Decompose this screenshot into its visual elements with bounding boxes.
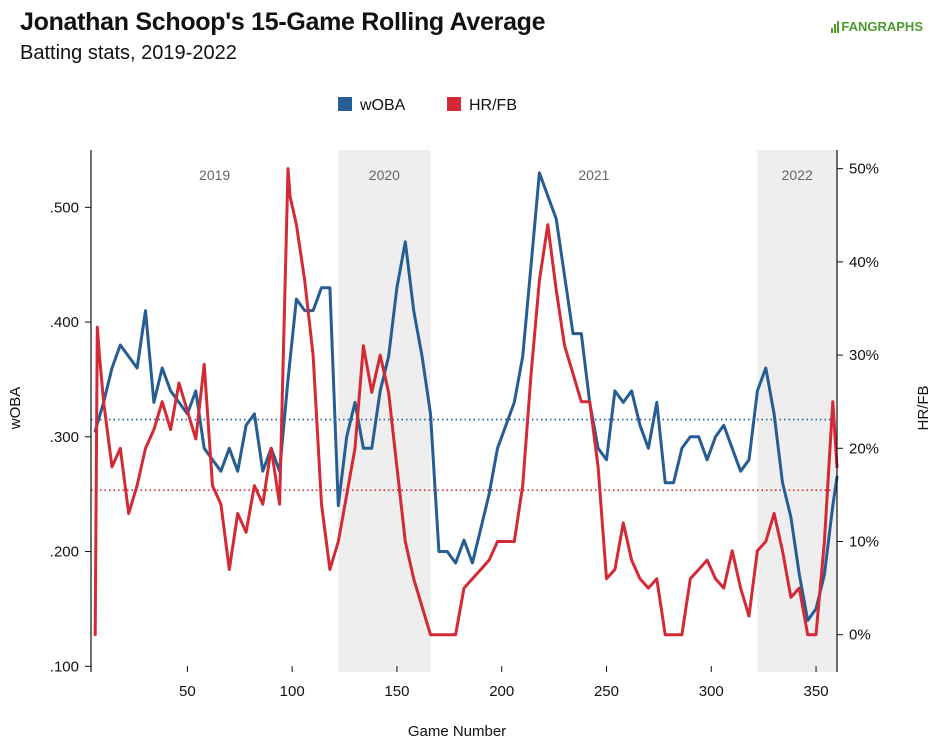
season-shading — [338, 150, 837, 672]
x-axis-ticks: 50 100 150 200 250 300 350 — [179, 666, 829, 700]
season-label-2020: 2020 — [369, 167, 400, 183]
right-tick-label: 50% — [849, 161, 879, 178]
right-tick-label: 0% — [849, 627, 871, 644]
x-axis-title: Game Number — [408, 723, 506, 740]
season-band-2022 — [757, 150, 837, 672]
left-tick-label: .100 — [50, 658, 79, 675]
right-axis-title: HR/FB — [915, 386, 932, 431]
right-tick-label: 20% — [849, 440, 879, 457]
league-average-lines — [91, 418, 837, 492]
legend-label-woba: wOBA — [359, 97, 406, 114]
left-axis-ticks: .100 .200 .300 .400 .500 — [50, 199, 91, 675]
chart-title: Jonathan Schoop's 15-Game Rolling Averag… — [20, 8, 546, 36]
season-label-2021: 2021 — [578, 167, 609, 183]
legend: wOBA HR/FB — [338, 97, 517, 114]
right-tick-label: 30% — [849, 347, 879, 364]
x-tick-label: 100 — [280, 683, 305, 700]
legend-label-hrfb: HR/FB — [469, 97, 517, 114]
right-tick-label: 40% — [849, 254, 879, 271]
left-tick-label: .300 — [50, 429, 79, 446]
x-tick-label: 50 — [179, 683, 196, 700]
right-tick-label: 10% — [849, 534, 879, 551]
left-tick-label: .200 — [50, 544, 79, 561]
hrfb-line — [93, 167, 839, 637]
bar-chart-icon — [831, 20, 840, 33]
chart-subtitle: Batting stats, 2019-2022 — [20, 42, 237, 64]
woba-line — [93, 171, 839, 622]
logo-text: FANGRAPHS — [841, 19, 923, 34]
left-tick-label: .500 — [50, 199, 79, 216]
fangraphs-logo[interactable]: FANGRAPHS — [831, 19, 923, 34]
legend-swatch-woba — [338, 97, 352, 111]
x-tick-label: 150 — [384, 683, 409, 700]
season-label-2019: 2019 — [199, 167, 230, 183]
left-axis-title: wOBA — [7, 387, 24, 431]
right-axis-ticks: 0% 10% 20% 30% 40% 50% — [837, 161, 879, 644]
x-tick-label: 250 — [594, 683, 619, 700]
left-tick-label: .400 — [50, 314, 79, 331]
x-tick-label: 350 — [804, 683, 829, 700]
season-label-2022: 2022 — [782, 167, 813, 183]
data-series — [93, 167, 839, 637]
season-labels: 2019 2020 2021 2022 — [199, 167, 813, 183]
x-tick-label: 300 — [699, 683, 724, 700]
legend-swatch-hrfb — [447, 97, 461, 111]
x-tick-label: 200 — [489, 683, 514, 700]
